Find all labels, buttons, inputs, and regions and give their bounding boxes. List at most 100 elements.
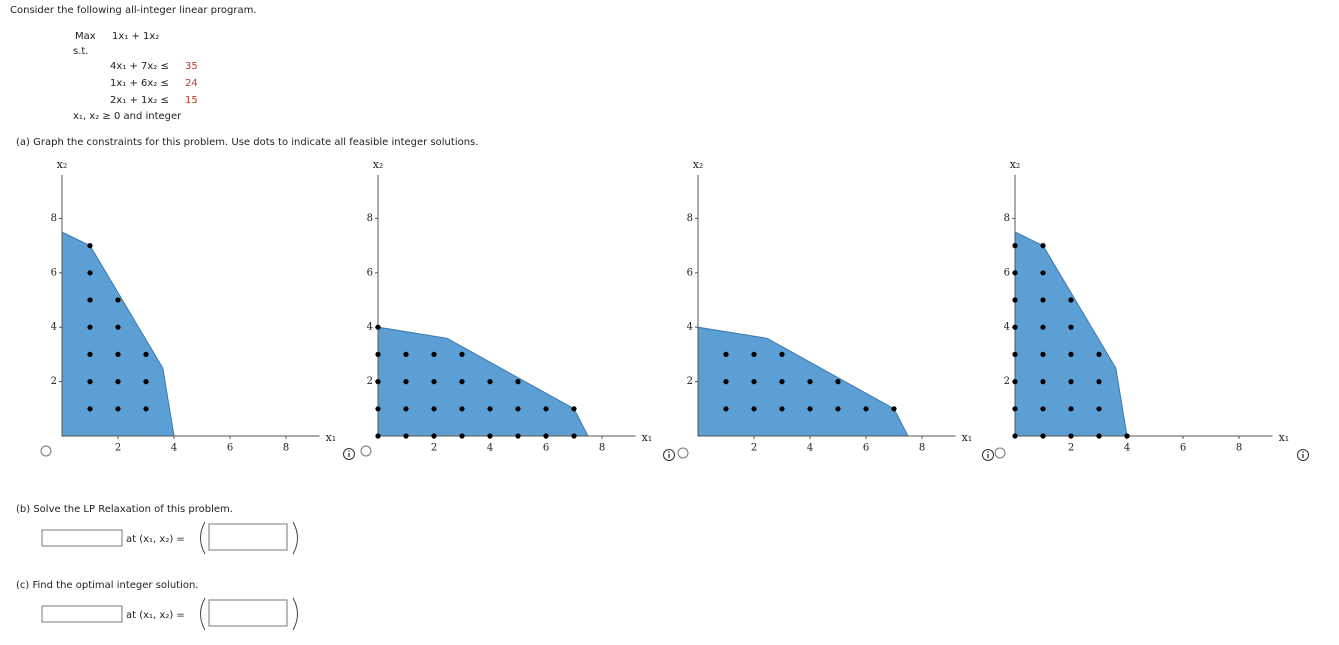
integer-point xyxy=(1012,297,1018,303)
y-tick-label: 6 xyxy=(367,267,373,278)
integer-point xyxy=(1040,270,1046,276)
integer-point xyxy=(723,379,729,385)
integer-point xyxy=(779,379,785,385)
y-tick-label: 2 xyxy=(51,376,57,387)
integer-point xyxy=(459,351,465,357)
integer-point xyxy=(1040,351,1046,357)
y-tick-label: 4 xyxy=(51,322,57,333)
y-tick-label: 6 xyxy=(51,267,57,278)
x-tick-label: 8 xyxy=(599,443,605,454)
integer-point xyxy=(487,406,493,412)
input[interactable] xyxy=(41,529,123,547)
x-tick-label: 6 xyxy=(1180,443,1186,454)
radio-button[interactable] xyxy=(40,445,52,457)
x-tick-label: 6 xyxy=(863,443,869,454)
integer-point xyxy=(779,406,785,412)
integer-point xyxy=(403,406,409,412)
integer-point xyxy=(1096,433,1102,439)
feasible-region xyxy=(697,326,909,437)
x-tick-label: 2 xyxy=(1068,443,1074,454)
integer-point xyxy=(1068,297,1074,303)
integer-point xyxy=(115,297,121,303)
x-tick-label: 8 xyxy=(1236,443,1242,454)
graph: 2 4 6 8 2 4 6 8 x₁ x₂ xyxy=(1004,158,1290,454)
integer-point xyxy=(431,379,437,385)
paren xyxy=(292,521,298,555)
input[interactable] xyxy=(208,599,288,627)
integer-point xyxy=(1012,324,1018,330)
constraint-rhs: 15 xyxy=(185,95,198,106)
constraint-lhs: 1x₁ + 6x₂ ≤ xyxy=(110,78,169,89)
graph: 2 4 6 8 2 4 6 8 x₁ x₂ xyxy=(687,158,973,454)
integer-point xyxy=(891,406,897,412)
integer-point xyxy=(835,379,841,385)
paren xyxy=(200,597,206,631)
integer-point xyxy=(807,379,813,385)
info-icon-dot xyxy=(668,451,670,453)
y-tick-label: 8 xyxy=(1004,213,1010,224)
integer-point xyxy=(431,406,437,412)
integer-point xyxy=(1012,270,1018,276)
at-label: at (x₁, x₂) = xyxy=(126,534,185,545)
integer-point xyxy=(115,351,121,357)
constraint-lhs: 4x₁ + 7x₂ ≤ xyxy=(110,61,169,72)
x-tick-label: 8 xyxy=(283,443,289,454)
x-tick-label: 4 xyxy=(487,443,493,454)
input[interactable] xyxy=(41,605,123,623)
radio-button[interactable] xyxy=(677,447,689,459)
integer-point xyxy=(143,406,149,412)
x-tick-label: 4 xyxy=(807,443,813,454)
input[interactable] xyxy=(208,523,288,551)
x-tick-label: 4 xyxy=(1124,443,1130,454)
integer-point xyxy=(1012,243,1018,249)
y-tick-label: 4 xyxy=(687,322,693,333)
radio-button[interactable] xyxy=(360,445,372,457)
constraint-lhs: 2x₁ + 1x₂ ≤ xyxy=(110,95,169,106)
integer-point xyxy=(779,351,785,357)
y-tick-label: 2 xyxy=(1004,376,1010,387)
integer-point xyxy=(1040,243,1046,249)
feasible-region xyxy=(61,231,175,437)
y-tick-label: 8 xyxy=(51,213,57,224)
integer-point xyxy=(1068,324,1074,330)
x-tick-label: 6 xyxy=(543,443,549,454)
integer-point xyxy=(375,351,381,357)
integer-point xyxy=(115,379,121,385)
integer-point xyxy=(863,406,869,412)
x-tick-label: 2 xyxy=(431,443,437,454)
integer-point xyxy=(1068,433,1074,439)
integer-point xyxy=(1068,351,1074,357)
integer-point xyxy=(543,433,549,439)
y-axis-label: x₂ xyxy=(693,158,704,171)
x-axis-label: x₁ xyxy=(962,431,973,444)
info-icon-dot xyxy=(1302,451,1304,453)
integer-point xyxy=(835,406,841,412)
objective: 1x₁ + 1x₂ xyxy=(112,31,159,42)
constraint-rhs: 35 xyxy=(185,61,198,72)
y-axis-label: x₂ xyxy=(373,158,384,171)
integer-point xyxy=(1012,351,1018,357)
integer-point xyxy=(487,433,493,439)
y-tick-label: 2 xyxy=(687,376,693,387)
integer-point xyxy=(87,406,93,412)
integer-point xyxy=(403,351,409,357)
radio-button[interactable] xyxy=(994,447,1006,459)
part-c: (c) Find the optimal integer solution. xyxy=(16,580,199,591)
paren xyxy=(292,597,298,631)
x-tick-label: 8 xyxy=(919,443,925,454)
integer-point xyxy=(403,379,409,385)
x-tick-label: 4 xyxy=(171,443,177,454)
integer-point xyxy=(1096,351,1102,357)
integer-point xyxy=(375,433,381,439)
x-axis-label: x₁ xyxy=(1279,431,1290,444)
graph: 2 4 6 8 2 4 6 8 x₁ x₂ xyxy=(367,158,653,454)
integer-point xyxy=(487,379,493,385)
x-tick-label: 2 xyxy=(115,443,121,454)
y-tick-label: 4 xyxy=(1004,322,1010,333)
integer-point xyxy=(1040,324,1046,330)
integer-point xyxy=(143,351,149,357)
integer-point xyxy=(143,379,149,385)
at-label: at (x₁, x₂) = xyxy=(126,610,185,621)
integer-point xyxy=(807,406,813,412)
